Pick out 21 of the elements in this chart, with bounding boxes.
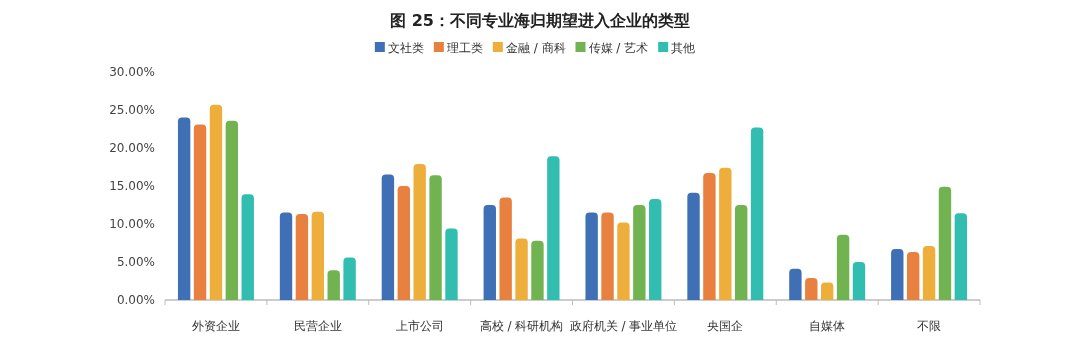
y-tick-label: 5.00% xyxy=(116,255,155,269)
x-tick-label: 央国企 xyxy=(707,319,744,333)
y-tick-label: 30.00% xyxy=(109,65,155,79)
y-tick-label: 25.00% xyxy=(109,103,155,117)
y-tick-label: 20.00% xyxy=(109,141,155,155)
legend-label: 金融 / 商科 xyxy=(505,41,566,55)
x-tick-label: 高校 / 科研机构 xyxy=(479,319,564,333)
legend-label: 文社类 xyxy=(387,41,424,55)
x-tick-label: 自媒体 xyxy=(809,319,846,333)
x-tick-label: 不限 xyxy=(917,319,942,333)
x-tick-label: 政府机关 / 事业单位 xyxy=(569,319,678,333)
y-tick-label: 15.00% xyxy=(109,179,155,193)
legend-label: 其他 xyxy=(671,41,696,55)
chart-title: 图 25：不同专业海归期望进入企业的类型 xyxy=(390,11,690,30)
legend-label: 传媒 / 艺术 xyxy=(588,41,649,55)
x-tick-label: 民营企业 xyxy=(293,319,342,333)
x-tick-label: 外资企业 xyxy=(191,319,240,333)
y-tick-label: 0.00% xyxy=(116,293,155,307)
y-tick-label: 10.00% xyxy=(109,217,155,231)
legend-label: 理工类 xyxy=(446,41,483,55)
x-tick-label: 上市公司 xyxy=(395,319,444,333)
